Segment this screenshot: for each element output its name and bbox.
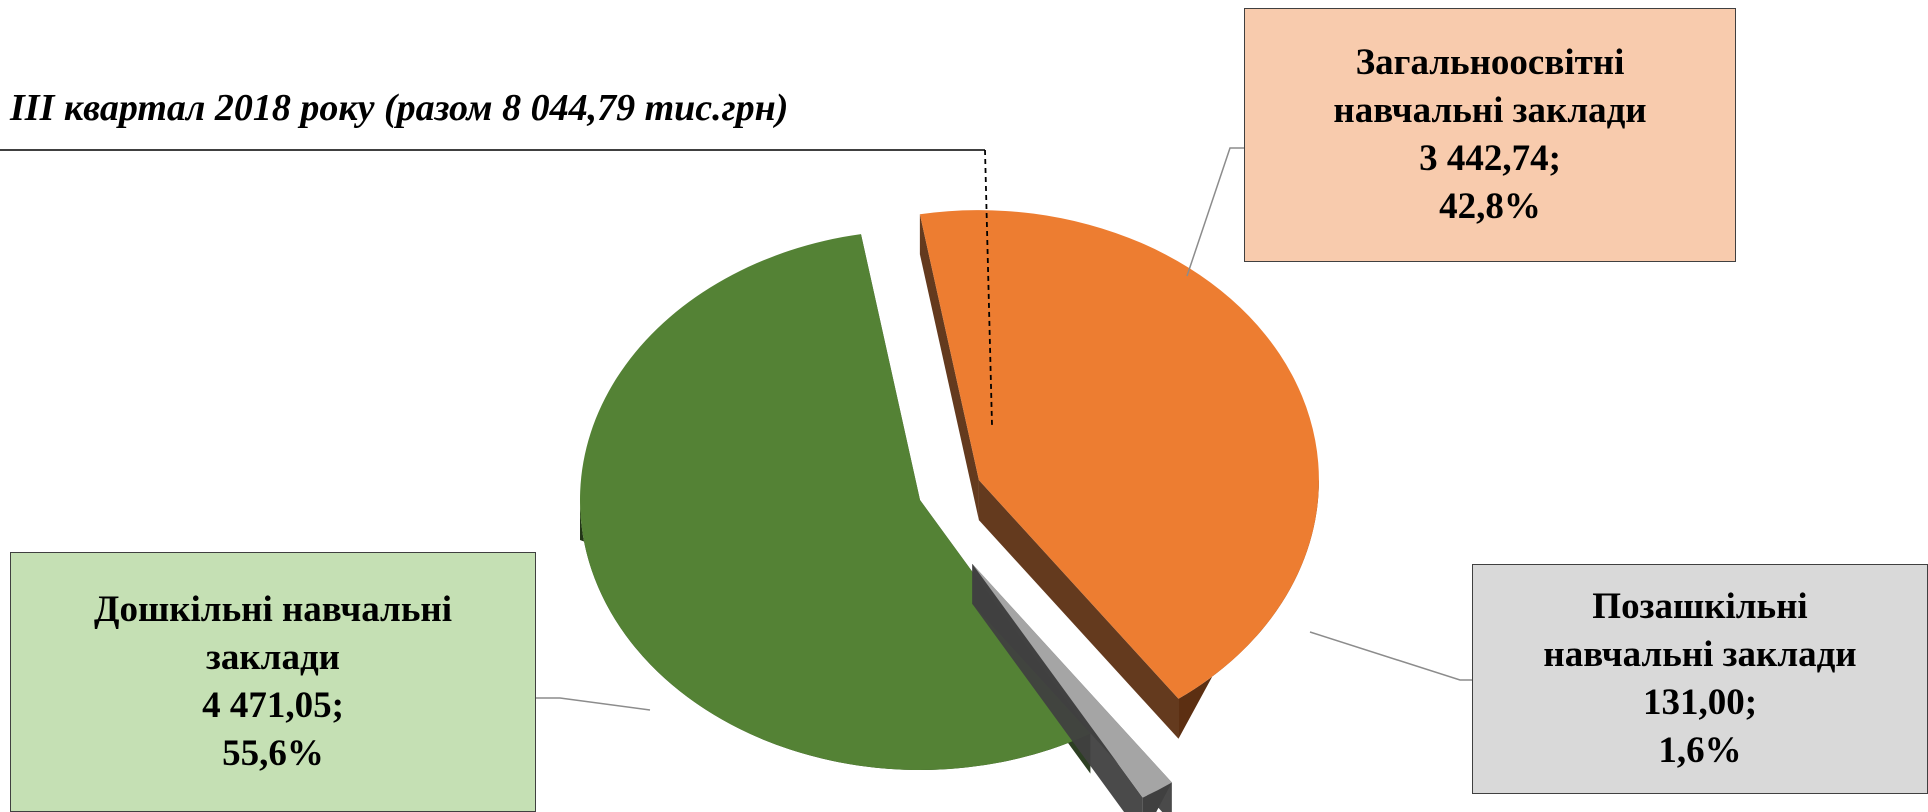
data-label-extracurricular-percent: 1,6% (1658, 730, 1742, 771)
pie-slice-school-wall-0 (919, 214, 979, 521)
title-connector (984, 149, 993, 426)
pie-slice-school (919, 210, 1319, 739)
data-label-preschool-percent: 55,6% (222, 733, 324, 774)
leader-line-extra (1309, 631, 1472, 681)
leader-line-school (1186, 147, 1244, 277)
data-label-extracurricular-name-1: Позашкільні (1592, 586, 1808, 627)
data-label-preschool-name-1: Дошкільні навчальні (94, 589, 452, 630)
data-label-preschool: Дошкільні навчальні заклади 4 471,05; 55… (10, 552, 536, 812)
pie-slice-school-top (919, 210, 1319, 699)
data-label-school-name-2: навчальні заклади (1333, 90, 1647, 131)
data-label-extracurricular-name-2: навчальні заклади (1543, 634, 1857, 675)
pie-slice-school-wall-1 (978, 480, 1179, 739)
pie-slice-extra-wall-1 (972, 563, 1143, 812)
data-label-extracurricular: Позашкільні навчальні заклади 131,00; 1,… (1472, 564, 1928, 794)
data-label-preschool-value: 4 471,05; (202, 685, 344, 726)
leader-line-preschool (536, 697, 651, 711)
pie-slice-extra-top (972, 563, 1172, 798)
data-label-extracurricular-value: 131,00; (1642, 682, 1758, 723)
pie-slice-preschool-top (579, 234, 1091, 771)
data-label-school-value: 3 442,74; (1419, 138, 1561, 179)
data-label-school: Загальноосвітні навчальні заклади 3 442,… (1244, 8, 1736, 262)
data-label-preschool-name-2: заклади (206, 637, 340, 678)
chart-title: ІІІ квартал 2018 року (разом 8 044,79 ти… (10, 87, 789, 129)
data-label-school-percent: 42,8% (1439, 186, 1541, 227)
data-label-school-name-1: Загальноосвітні (1355, 42, 1625, 83)
pie-slice-extra (972, 563, 1172, 812)
